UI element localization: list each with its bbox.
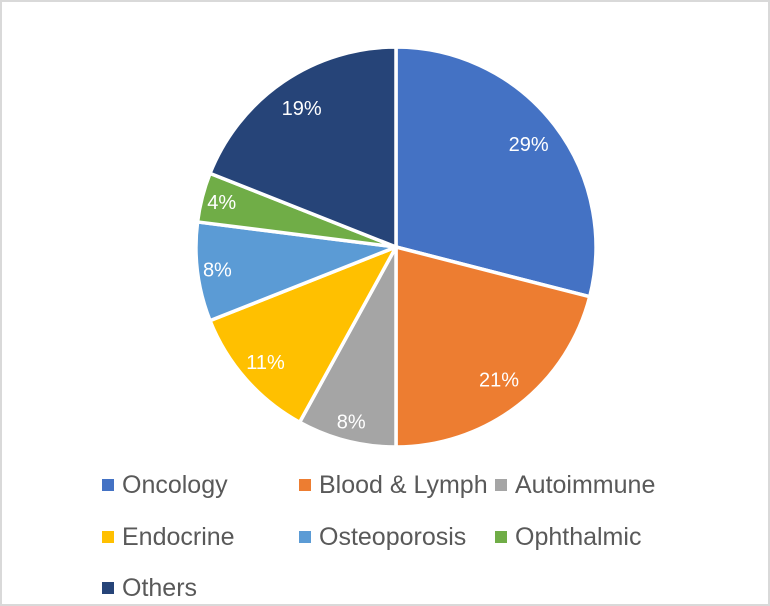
legend-swatch-oncology [102,479,114,491]
legend-item-ophthalmic: Ophthalmic [495,523,641,551]
legend-label: Endocrine [122,522,235,551]
legend-label: Osteoporosis [319,522,467,551]
legend-swatch-endocrine [102,531,114,543]
legend-label: Ophthalmic [515,522,642,551]
data-label-autoimmune: 8% [337,411,366,433]
pie-slice-oncology [394,45,598,299]
pie-slice-autoimmune [297,245,398,449]
data-label-blood-lymph: 21% [479,370,519,392]
legend-swatch-autoimmune [495,479,507,491]
data-label-ophthalmic: 4% [207,192,236,214]
data-label-oncology: 29% [509,134,549,156]
legend-label: Blood & Lymph [319,470,488,499]
pie-slice-blood-lymph [394,245,592,449]
legend-swatch-osteoporosis [299,531,311,543]
legend-swatch-ophthalmic [495,531,507,543]
legend-item-blood-lymph: Blood & Lymph [299,471,488,499]
pie-chart: 29% 21% 8% 11% 8% 4% 19% [194,45,598,449]
legend-label: Others [122,573,198,602]
legend-item-osteoporosis: Osteoporosis [299,523,466,551]
legend-item-endocrine: Endocrine [102,523,235,551]
legend-item-others: Others [102,574,197,602]
legend-label: Autoimmune [515,470,656,499]
pie-slice-endocrine [208,245,398,425]
pie-slice-osteoporosis [194,220,398,323]
data-label-endocrine: 11% [246,352,285,374]
pie-slice-others [208,45,398,249]
data-label-osteoporosis: 8% [203,260,232,282]
data-label-others: 19% [282,98,322,120]
legend-item-autoimmune: Autoimmune [495,471,655,499]
legend-swatch-others [102,582,114,594]
legend-swatch-blood-lymph [299,479,311,491]
legend-label: Oncology [122,470,228,499]
legend-item-oncology: Oncology [102,471,228,499]
